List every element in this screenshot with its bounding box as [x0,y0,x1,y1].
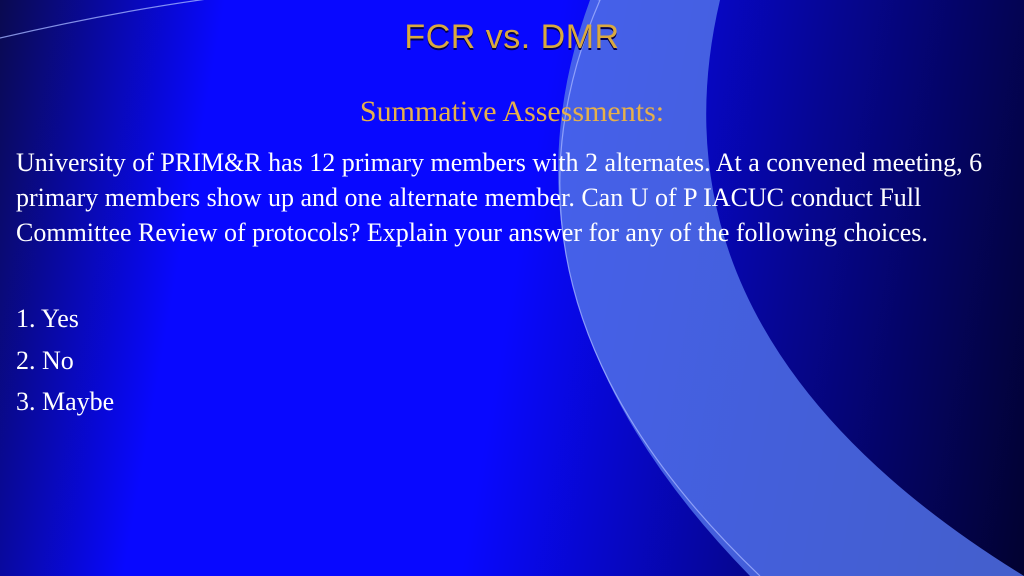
title-text: FCR vs. DMR [404,18,619,56]
choices-list: 1. Yes 2. No 3. Maybe [10,298,1014,423]
slide-container: FCR vs. DMR FCR vs. DMR Summative Assess… [0,0,1024,576]
choice-item: 3. Maybe [16,381,1008,423]
slide-body-text: University of PRIM&R has 12 primary memb… [10,145,1014,250]
slide-title: FCR vs. DMR FCR vs. DMR [10,18,1014,57]
slide-content: FCR vs. DMR FCR vs. DMR Summative Assess… [0,0,1024,576]
choice-item: 1. Yes [16,298,1008,340]
choice-item: 2. No [16,340,1008,382]
slide-subtitle: Summative Assessments: [10,95,1014,129]
